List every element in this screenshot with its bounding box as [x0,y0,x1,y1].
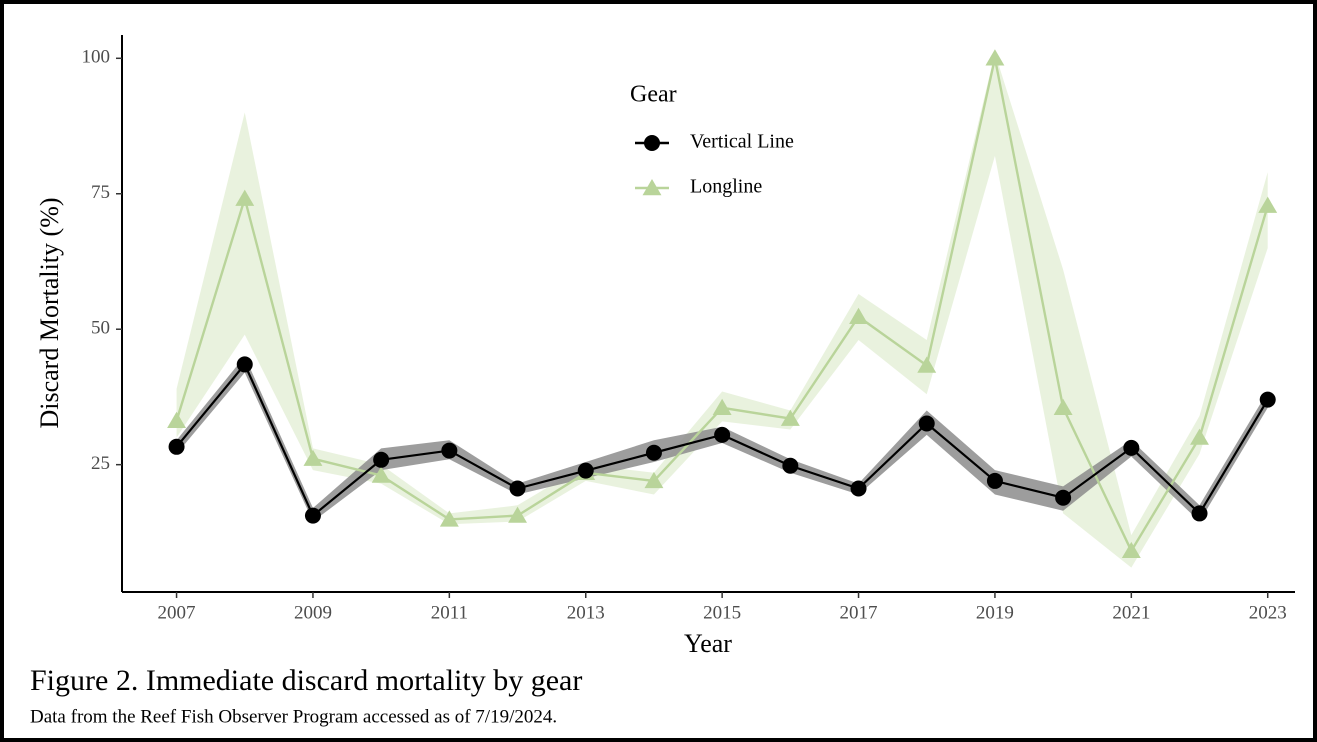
point [167,411,187,428]
point [918,415,935,432]
point [508,506,527,523]
point [644,471,664,489]
point [1053,398,1073,415]
point [782,457,799,474]
note: Data from the Reef Fish Observer Program… [30,706,557,727]
point [917,356,937,373]
x-tick-label: 2013 [567,602,605,623]
legend-marker [644,135,660,151]
point [168,438,185,455]
point [1190,428,1209,445]
x-axis-label: Year [684,629,732,658]
point [1191,505,1208,522]
point [441,442,458,459]
point [303,449,323,466]
caption: Figure 2. Immediate discard mortality by… [30,664,582,697]
point [1123,439,1140,456]
point [986,472,1003,489]
point [236,356,253,373]
point [645,444,662,461]
point [1121,541,1141,559]
x-tick-label: 2021 [1112,602,1150,623]
point [714,426,731,443]
point [509,480,526,497]
point [1259,391,1276,408]
point [780,409,800,426]
y-axis-label: Discard Mortality (%) [35,197,64,428]
point [304,507,321,524]
point [439,510,459,527]
x-tick-label: 2009 [294,602,332,623]
point [985,49,1005,66]
x-tick-label: 2015 [703,602,741,623]
legend-label: Vertical Line [690,131,794,153]
point [1055,489,1072,506]
y-tick-label: 100 [82,47,111,68]
legend-label: Longline [690,176,762,198]
point [235,189,255,206]
point [850,480,867,497]
point [1258,196,1278,213]
x-tick-label: 2011 [431,602,468,623]
x-tick-label: 2019 [976,602,1014,623]
legend-marker [642,179,662,196]
x-tick-label: 2023 [1249,602,1287,623]
y-tick-label: 50 [91,318,110,339]
point [712,398,732,415]
x-tick-label: 2007 [158,602,196,623]
confidence-band [176,52,1268,568]
x-tick-label: 2017 [840,602,878,623]
y-tick-label: 75 [91,182,110,203]
y-tick-label: 25 [91,453,110,474]
point [577,462,594,479]
point [371,466,391,483]
point [373,451,390,468]
point [849,307,868,324]
legend-title: Gear [630,82,677,108]
